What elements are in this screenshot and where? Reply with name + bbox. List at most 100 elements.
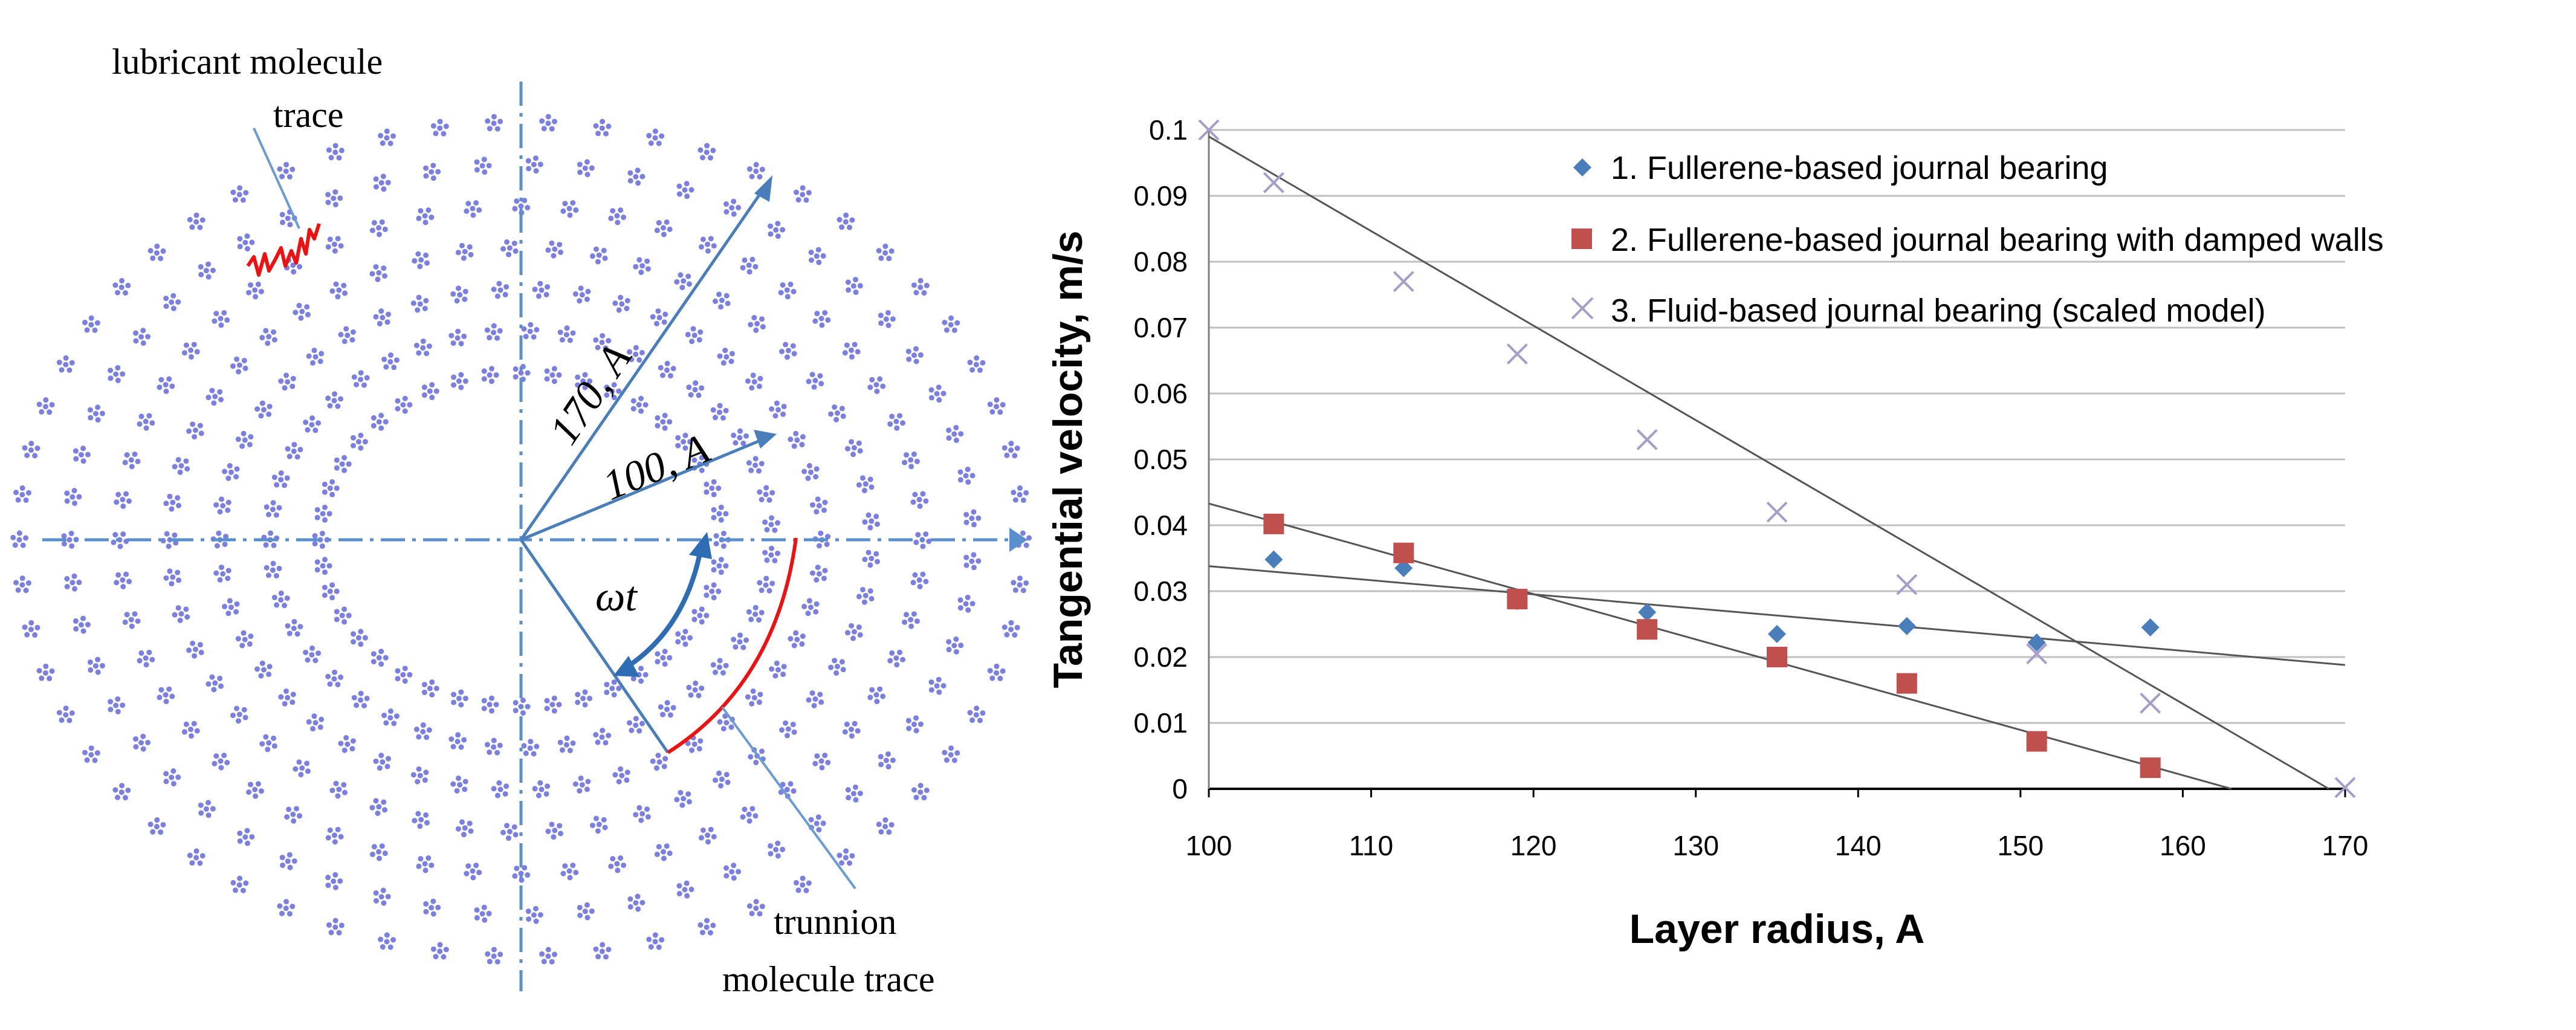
particle-cluster [277, 899, 296, 917]
particle-cluster [395, 395, 413, 414]
particle-cluster [181, 342, 200, 360]
particle-cluster [910, 491, 929, 509]
particle-cluster [351, 432, 368, 451]
particle-cluster [371, 649, 389, 667]
particle-cluster [560, 863, 579, 881]
particle-cluster [108, 364, 126, 383]
legend-marker-x [1571, 297, 1594, 320]
particle-cluster [837, 848, 855, 866]
particle-cluster [326, 143, 345, 161]
particle-cluster [373, 173, 391, 192]
particle-cluster [474, 157, 492, 175]
particle-cluster [757, 575, 775, 594]
particle-cluster [351, 690, 370, 708]
particle-cluster [842, 721, 861, 739]
data-point-square [1767, 647, 1787, 667]
y-tick-label: 0.02 [1133, 641, 1188, 673]
particle-cluster [806, 372, 824, 390]
y-tick-label: 0.09 [1133, 180, 1188, 212]
particle-cluster [757, 485, 775, 503]
legend-label-3: 3. Fluid-based journal bearing (scaled m… [1611, 293, 2266, 329]
particle-cluster [525, 155, 543, 174]
x-tick-label: 100 [1186, 830, 1232, 861]
particle-cluster [946, 636, 964, 655]
particle-cluster [1011, 485, 1029, 503]
particle-cluster [1002, 620, 1020, 638]
legend-item-3: 3. Fluid-based journal bearing (scaled m… [1571, 293, 2266, 329]
x-axis-title: Layer radius, A [1629, 906, 1925, 952]
particle-cluster [710, 403, 729, 421]
particle-cluster [746, 161, 765, 180]
particle-cluster [788, 630, 806, 649]
particle-cluster [676, 880, 694, 899]
particle-cluster [187, 212, 205, 230]
particle-cluster [303, 645, 322, 664]
particle-cluster [114, 491, 132, 509]
particle-cluster [560, 200, 579, 218]
particle-cluster [686, 380, 705, 398]
particle-cluster [698, 826, 717, 845]
particle-cluster [746, 899, 765, 917]
particle-cluster [697, 918, 716, 936]
particle-cluster [521, 322, 540, 340]
particle-cluster [133, 733, 151, 752]
particle-cluster [163, 493, 181, 512]
particle-cluster [779, 720, 797, 739]
particle-cluster [254, 660, 273, 679]
velocity-chart: 0 0.01 0.02 0.03 0.04 0.05 0.06 0.07 0.08 0.09 0.1… [1045, 114, 2384, 952]
particle-cluster [513, 364, 531, 382]
particle-cluster [658, 360, 676, 379]
particle-cluster [862, 549, 881, 568]
particle-cluster [589, 246, 608, 265]
lubricant-label-line1: lubricant molecule [112, 42, 383, 82]
particle-cluster [430, 118, 449, 137]
data-point-x [1263, 172, 1284, 193]
rotated-radius-line [519, 539, 670, 754]
particle-cluster [87, 404, 105, 423]
particle-cluster [329, 281, 348, 300]
inner-radius-arrow [520, 438, 763, 542]
particle-cluster [412, 811, 430, 829]
particle-cluster [676, 181, 694, 199]
particle-cluster [484, 323, 503, 341]
particle-cluster [64, 573, 82, 592]
particle-cluster [237, 233, 255, 252]
angle-label: ωt [595, 574, 638, 620]
particle-cluster [369, 843, 388, 861]
particle-cluster [746, 604, 765, 623]
particle-cluster [650, 753, 668, 771]
gridlines [1209, 129, 2345, 724]
y-tick-label: 0.06 [1133, 378, 1188, 409]
data-point-diamond [2027, 633, 2046, 652]
particle-cluster [828, 404, 846, 423]
particle-cluster [593, 118, 612, 137]
data-point-square [2026, 731, 2047, 752]
particle-cluster [557, 735, 576, 754]
particle-cluster [801, 598, 820, 617]
particle-cluster [769, 660, 787, 679]
particle-cluster [450, 776, 468, 794]
particle-cluster [545, 821, 564, 840]
particle-cluster [334, 606, 352, 625]
particle-cluster [532, 280, 551, 299]
particle-cluster [572, 776, 591, 794]
outer-radius-arrow [519, 186, 766, 541]
particle-cluster [544, 366, 562, 384]
data-point-diamond [1638, 603, 1657, 621]
particle-cluster [828, 658, 846, 676]
particle-cluster [593, 332, 612, 351]
particle-cluster [545, 240, 564, 259]
particle-cluster [905, 715, 924, 734]
particle-cluster [271, 590, 290, 609]
particle-cluster [713, 291, 731, 310]
y-tick-label: 0.05 [1133, 444, 1188, 475]
particle-cluster [186, 421, 204, 440]
particle-cluster [905, 346, 924, 364]
data-point-x [1766, 501, 1788, 523]
particle-cluster [235, 630, 254, 649]
data-point-square [1393, 542, 1414, 563]
particle-cluster [112, 783, 131, 801]
particle-cluster [163, 768, 181, 786]
particle-cluster [593, 728, 612, 746]
particle-cluster [544, 695, 562, 714]
